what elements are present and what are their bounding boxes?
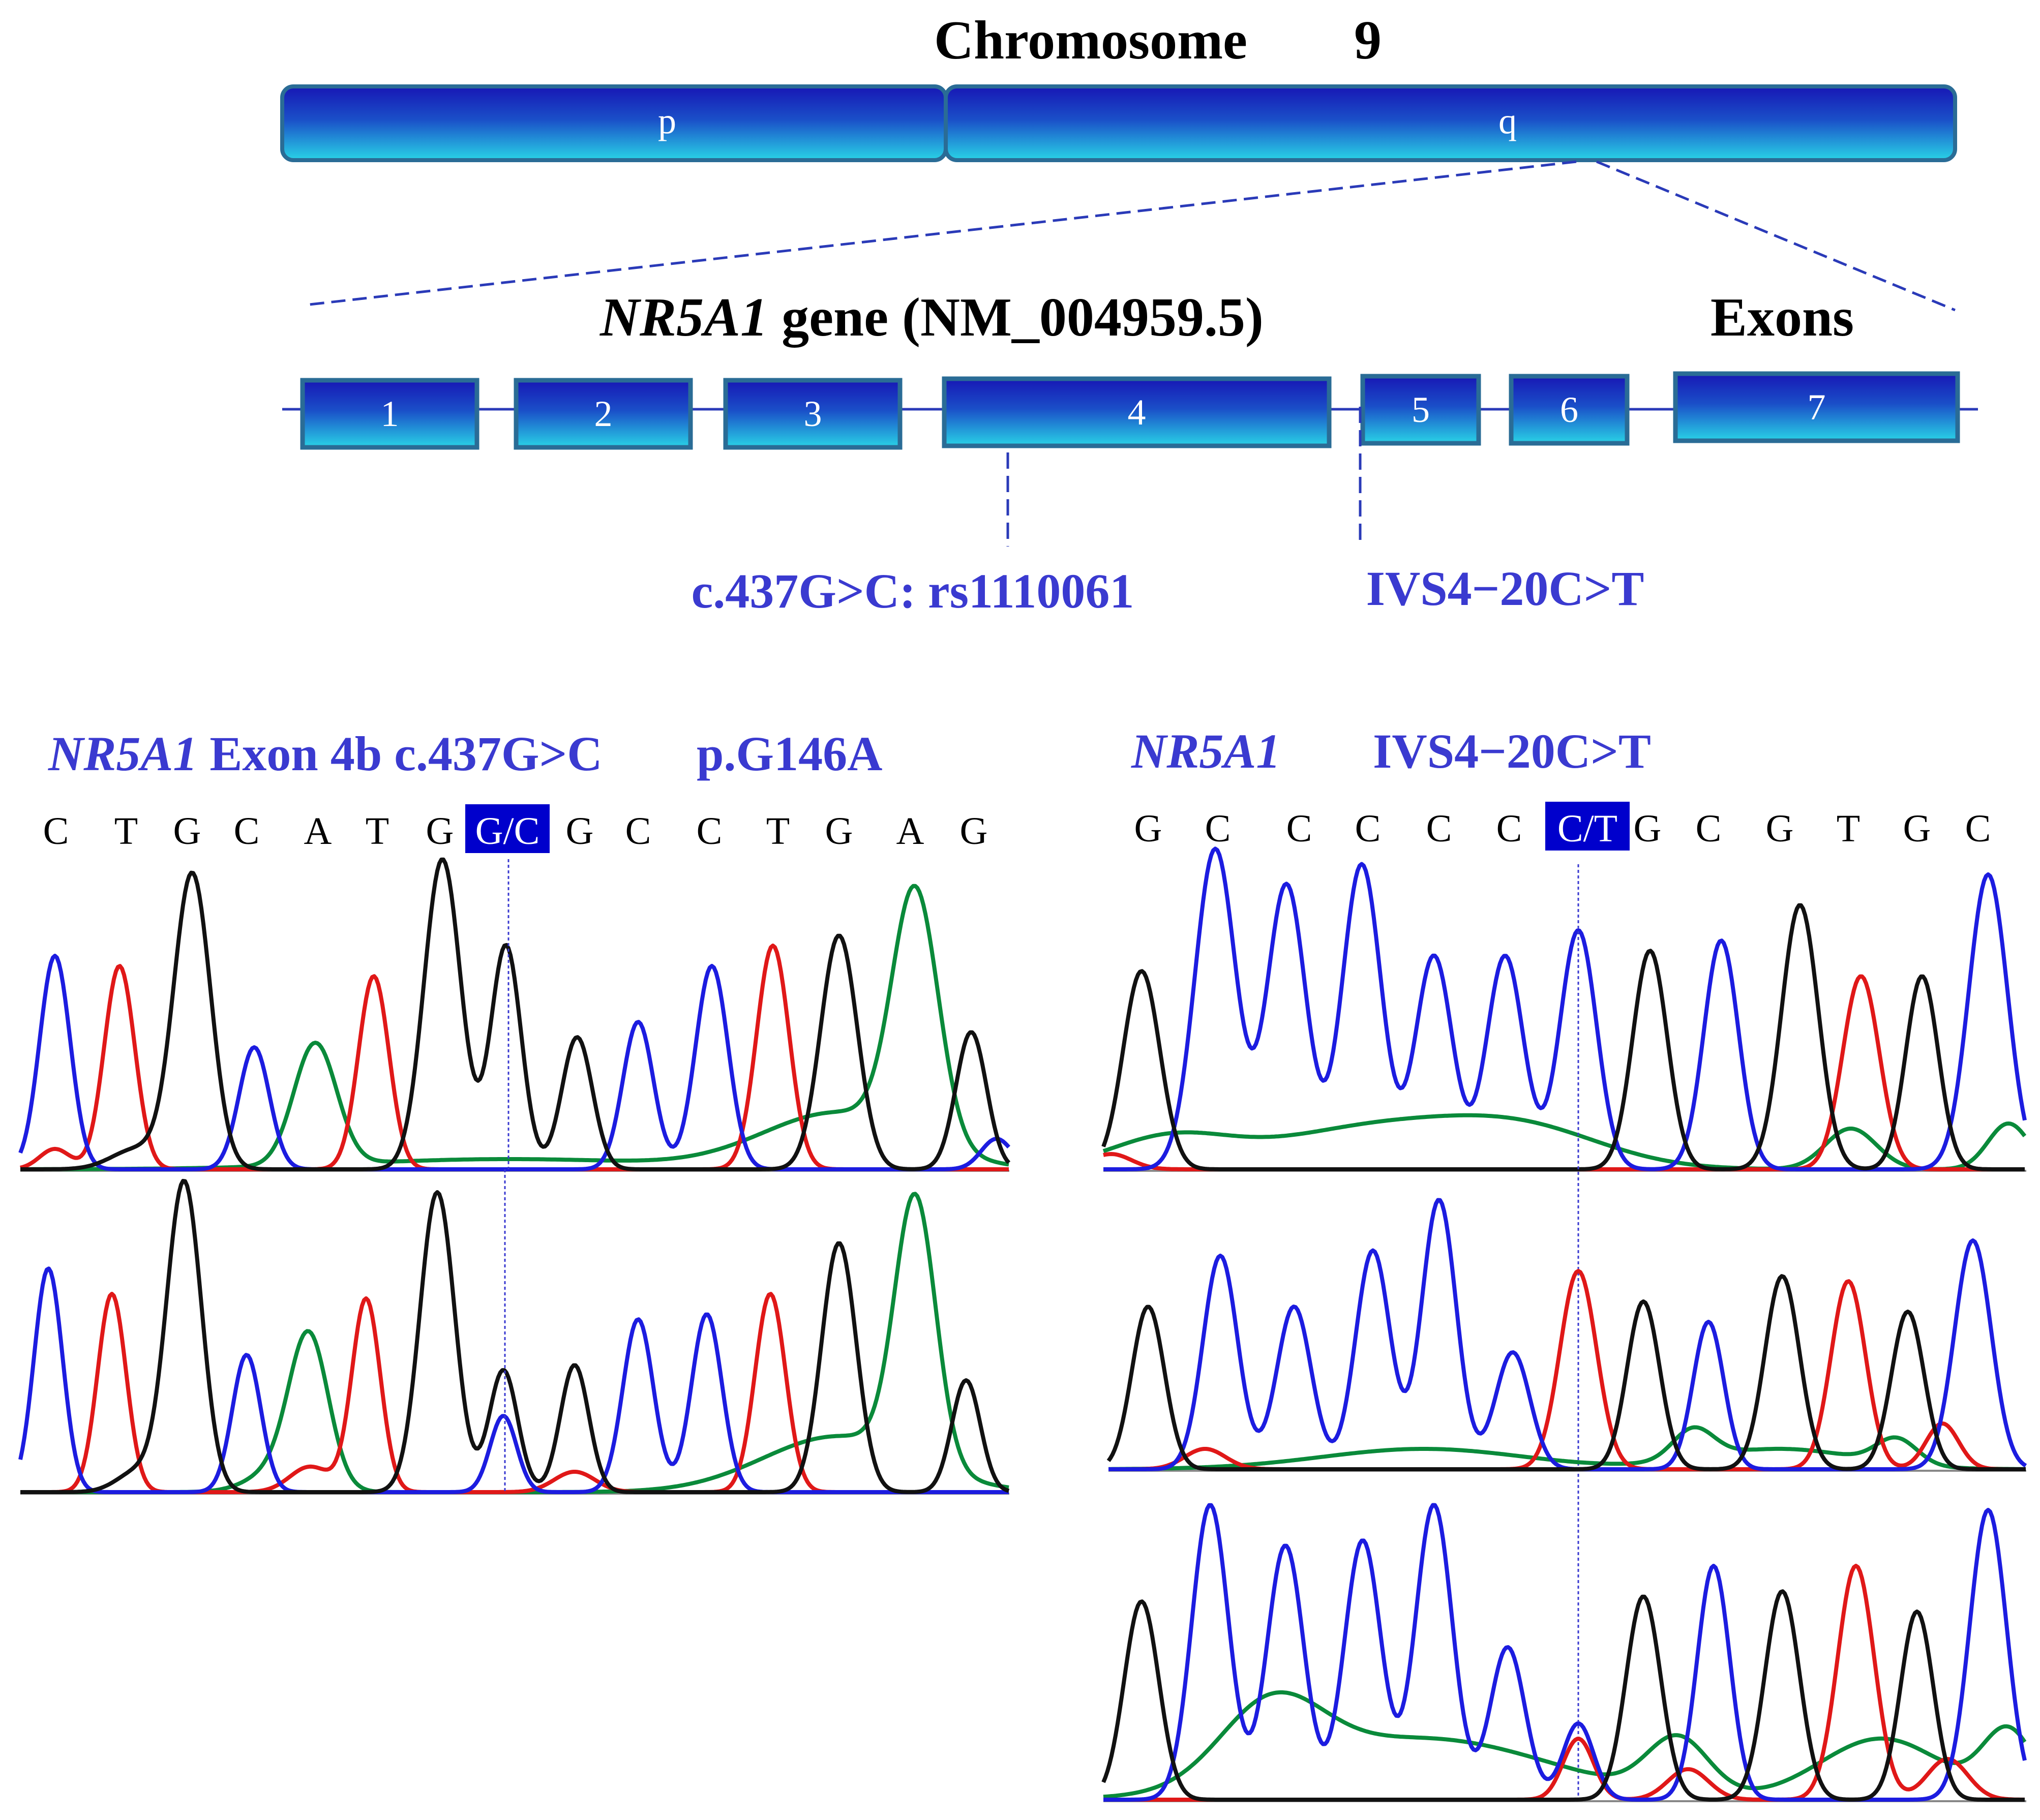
gene-symbol: NR5A1 <box>599 287 768 348</box>
zoom-line-right <box>1596 160 1956 312</box>
left-base-9: C <box>625 810 651 853</box>
exon-5-label: 5 <box>1412 389 1430 430</box>
left-top-trace-C <box>18 954 1010 1171</box>
left-top-trace-G <box>20 857 1011 1171</box>
left-base-11: T <box>766 810 790 853</box>
zoom-lines <box>305 160 1956 312</box>
right-3-trace-G <box>1101 1589 2025 1802</box>
variant-label-c437: c.437G>C: rs1110061 <box>692 564 1134 618</box>
right-base-10: T <box>1837 807 1860 850</box>
left-base-8: G <box>566 810 594 853</box>
chromosome-title: Chromosome 9 <box>934 10 1382 71</box>
left-base-10: C <box>697 810 723 853</box>
left-bottom-trace-C <box>18 1266 1009 1494</box>
right-panel-variant: IVS4−20C>T <box>1373 724 1651 778</box>
exon-3-label: 3 <box>804 393 822 434</box>
zoom-line-left <box>305 160 1577 307</box>
right-base-1: C <box>1205 807 1231 850</box>
left-chromatogram-top <box>18 857 1011 1172</box>
right-base-2: C <box>1286 807 1312 850</box>
left-base-6: G <box>426 810 454 853</box>
right-base-9: G <box>1766 807 1794 850</box>
exon-7-box <box>1673 371 1960 443</box>
chromosome-ideogram: p q <box>280 84 1957 162</box>
exon-2-box <box>514 378 693 450</box>
right-base-3: C <box>1355 807 1381 850</box>
gene-title: NR5A1 gene (NM_004959.5) <box>599 287 1264 348</box>
left-base-2: G <box>173 810 201 853</box>
right-base-5: C <box>1496 807 1522 850</box>
gene-accession: gene (NM_004959.5) <box>768 287 1264 348</box>
exon-3-box <box>723 378 903 450</box>
right-base-12: C <box>1965 807 1991 850</box>
variant-label-ivs4: IVS4−20C>T <box>1366 561 1644 616</box>
right-3-trace-C <box>1103 1503 2027 1802</box>
chromosome-arm-p-label: p <box>658 101 676 141</box>
exons-heading: Exons <box>1711 287 1854 348</box>
left-highlight-box <box>465 804 550 853</box>
left-base-3: C <box>234 810 260 853</box>
left-panel-title: NR5A1 Exon 4b c.437G>C <box>48 726 603 781</box>
right-2-trace-A <box>1108 1425 2026 1471</box>
chromosome-title-label: Chromosome <box>934 10 1247 71</box>
left-base-1: T <box>114 810 138 853</box>
left-base-13: A <box>896 810 924 853</box>
left-bottom-trace-G <box>20 1178 1010 1494</box>
right-2-trace-G <box>1106 1274 2026 1471</box>
exon-track: 1 2 3 4 5 6 7 <box>300 371 1960 450</box>
right-1-trace-G <box>1101 903 2025 1171</box>
left-base-14: G <box>960 810 988 853</box>
right-panel-gene: NR5A1 <box>1131 724 1280 778</box>
chromosome-number: 9 <box>1354 10 1382 71</box>
right-base-0: G <box>1134 807 1162 850</box>
left-panel-gene: NR5A1 <box>48 726 197 781</box>
right-base-6: C/T <box>1557 807 1617 850</box>
right-2-trace-C <box>1108 1198 2027 1471</box>
right-chromatogram-3 <box>1101 1503 2027 1802</box>
right-chromatogram-1 <box>1101 846 2027 1800</box>
exon-7-label: 7 <box>1808 387 1826 428</box>
right-1-trace-C <box>1103 846 2027 1171</box>
right-base-11: G <box>1903 807 1931 850</box>
right-1-trace-A <box>1102 1113 2027 1171</box>
chromosome-arm-q <box>944 84 1957 162</box>
right-base-4: C <box>1426 807 1452 850</box>
left-base-12: G <box>825 810 853 853</box>
exon-6-label: 6 <box>1560 389 1578 430</box>
right-3-trace-A <box>1103 1690 2027 1799</box>
left-base-4: A <box>304 810 332 853</box>
chromosome-arm-p <box>280 84 948 162</box>
left-chromatogram-bottom <box>18 1169 1010 1495</box>
exon-5-box <box>1360 374 1481 446</box>
right-chromatogram-2 <box>1106 1198 2027 1472</box>
right-base-7: G <box>1634 807 1662 850</box>
left-bottom-trace-A <box>20 1192 1009 1494</box>
exon-1-box <box>300 378 479 450</box>
left-base-0: C <box>43 810 69 853</box>
chromosome-arm-q-label: q <box>1498 101 1517 141</box>
left-base-sequence: C T G C A T G G/C G C C T G A G <box>43 804 988 853</box>
right-base-8: C <box>1696 807 1722 850</box>
exon-2-label: 2 <box>594 393 613 434</box>
exon-4-label: 4 <box>1128 392 1146 433</box>
left-base-7: G/C <box>475 810 540 853</box>
right-base-sequence: G C C C C C C/T G C G T G C <box>1134 802 1991 851</box>
left-base-5: T <box>366 810 389 853</box>
variant-markers <box>1006 407 1362 547</box>
exon-4-box <box>942 376 1332 448</box>
exon-6-box <box>1509 374 1630 446</box>
exon-1-label: 1 <box>381 393 399 434</box>
right-highlight-box <box>1545 802 1630 851</box>
left-panel-variant: Exon 4b c.437G>C <box>197 726 602 781</box>
left-panel-protein: p.G146A <box>697 726 882 781</box>
